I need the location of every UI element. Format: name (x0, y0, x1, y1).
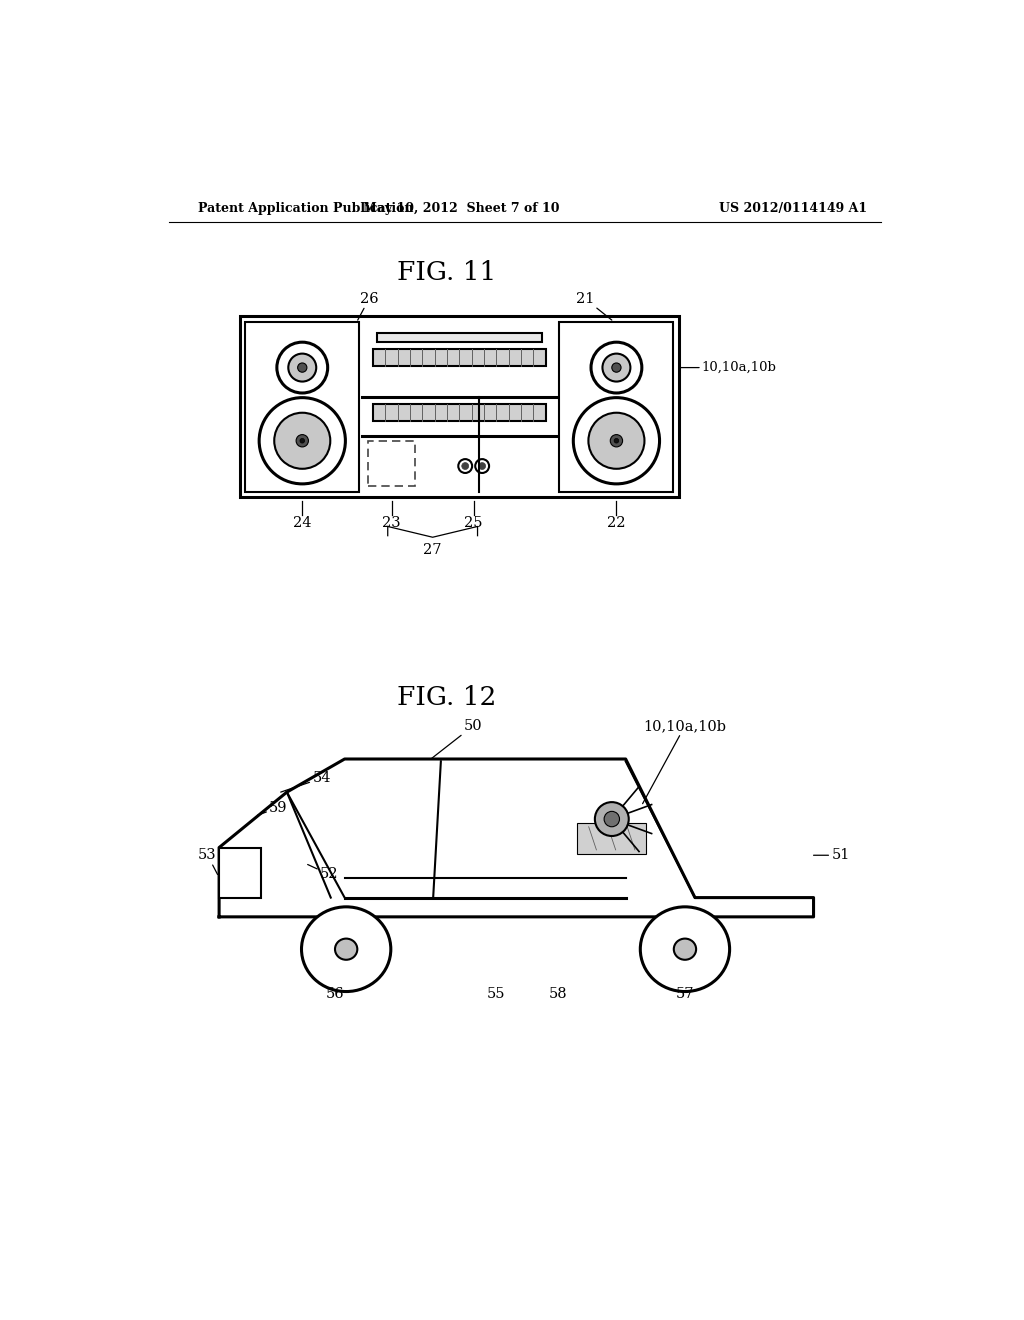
Text: 54: 54 (281, 771, 331, 792)
Bar (246, 322, 359, 492)
Circle shape (611, 363, 621, 372)
Bar (559, 322, 674, 492)
Ellipse shape (674, 939, 696, 960)
Circle shape (298, 363, 307, 372)
Circle shape (462, 462, 469, 470)
Circle shape (602, 354, 631, 381)
Text: 23: 23 (382, 516, 401, 529)
Bar (219, 847, 261, 898)
Circle shape (274, 413, 331, 469)
Circle shape (595, 803, 629, 836)
Text: May 10, 2012  Sheet 7 of 10: May 10, 2012 Sheet 7 of 10 (364, 202, 560, 215)
Text: 55: 55 (487, 987, 506, 1001)
Bar (377, 333, 542, 342)
Bar (578, 822, 646, 854)
Circle shape (475, 459, 489, 473)
Circle shape (573, 397, 659, 484)
Text: 26: 26 (357, 292, 379, 321)
Ellipse shape (640, 907, 730, 991)
Text: 27: 27 (423, 543, 442, 557)
Text: 59: 59 (258, 800, 288, 816)
Text: 10,10a,10b: 10,10a,10b (643, 719, 726, 804)
Text: Patent Application Publication: Patent Application Publication (199, 202, 414, 215)
Text: US 2012/0114149 A1: US 2012/0114149 A1 (719, 202, 867, 215)
Text: 10,10a,10b: 10,10a,10b (680, 362, 777, 374)
Circle shape (591, 342, 642, 393)
Text: 21: 21 (575, 292, 611, 321)
Text: 22: 22 (607, 516, 626, 529)
Circle shape (296, 434, 308, 447)
Text: 52: 52 (307, 865, 339, 882)
Circle shape (300, 438, 304, 444)
Text: 50: 50 (431, 719, 482, 759)
Circle shape (589, 413, 644, 469)
Bar (373, 404, 546, 421)
Circle shape (604, 812, 620, 826)
Circle shape (259, 397, 345, 484)
Circle shape (276, 342, 328, 393)
Text: 53: 53 (199, 849, 217, 875)
Circle shape (614, 438, 618, 444)
Circle shape (478, 462, 485, 470)
Polygon shape (219, 759, 813, 917)
Circle shape (289, 354, 316, 381)
Bar (240, 317, 679, 498)
Circle shape (610, 434, 623, 447)
Bar (368, 441, 416, 487)
Text: 56: 56 (326, 987, 344, 1001)
Text: 57: 57 (676, 987, 694, 1001)
Text: 58: 58 (549, 987, 567, 1001)
Text: 25: 25 (465, 516, 483, 529)
Circle shape (459, 459, 472, 473)
Text: FIG. 12: FIG. 12 (396, 685, 496, 710)
Ellipse shape (301, 907, 391, 991)
Text: 24: 24 (293, 516, 311, 529)
Text: FIG. 11: FIG. 11 (396, 260, 496, 285)
Text: 51: 51 (813, 849, 850, 862)
Ellipse shape (335, 939, 357, 960)
Bar (373, 348, 546, 366)
